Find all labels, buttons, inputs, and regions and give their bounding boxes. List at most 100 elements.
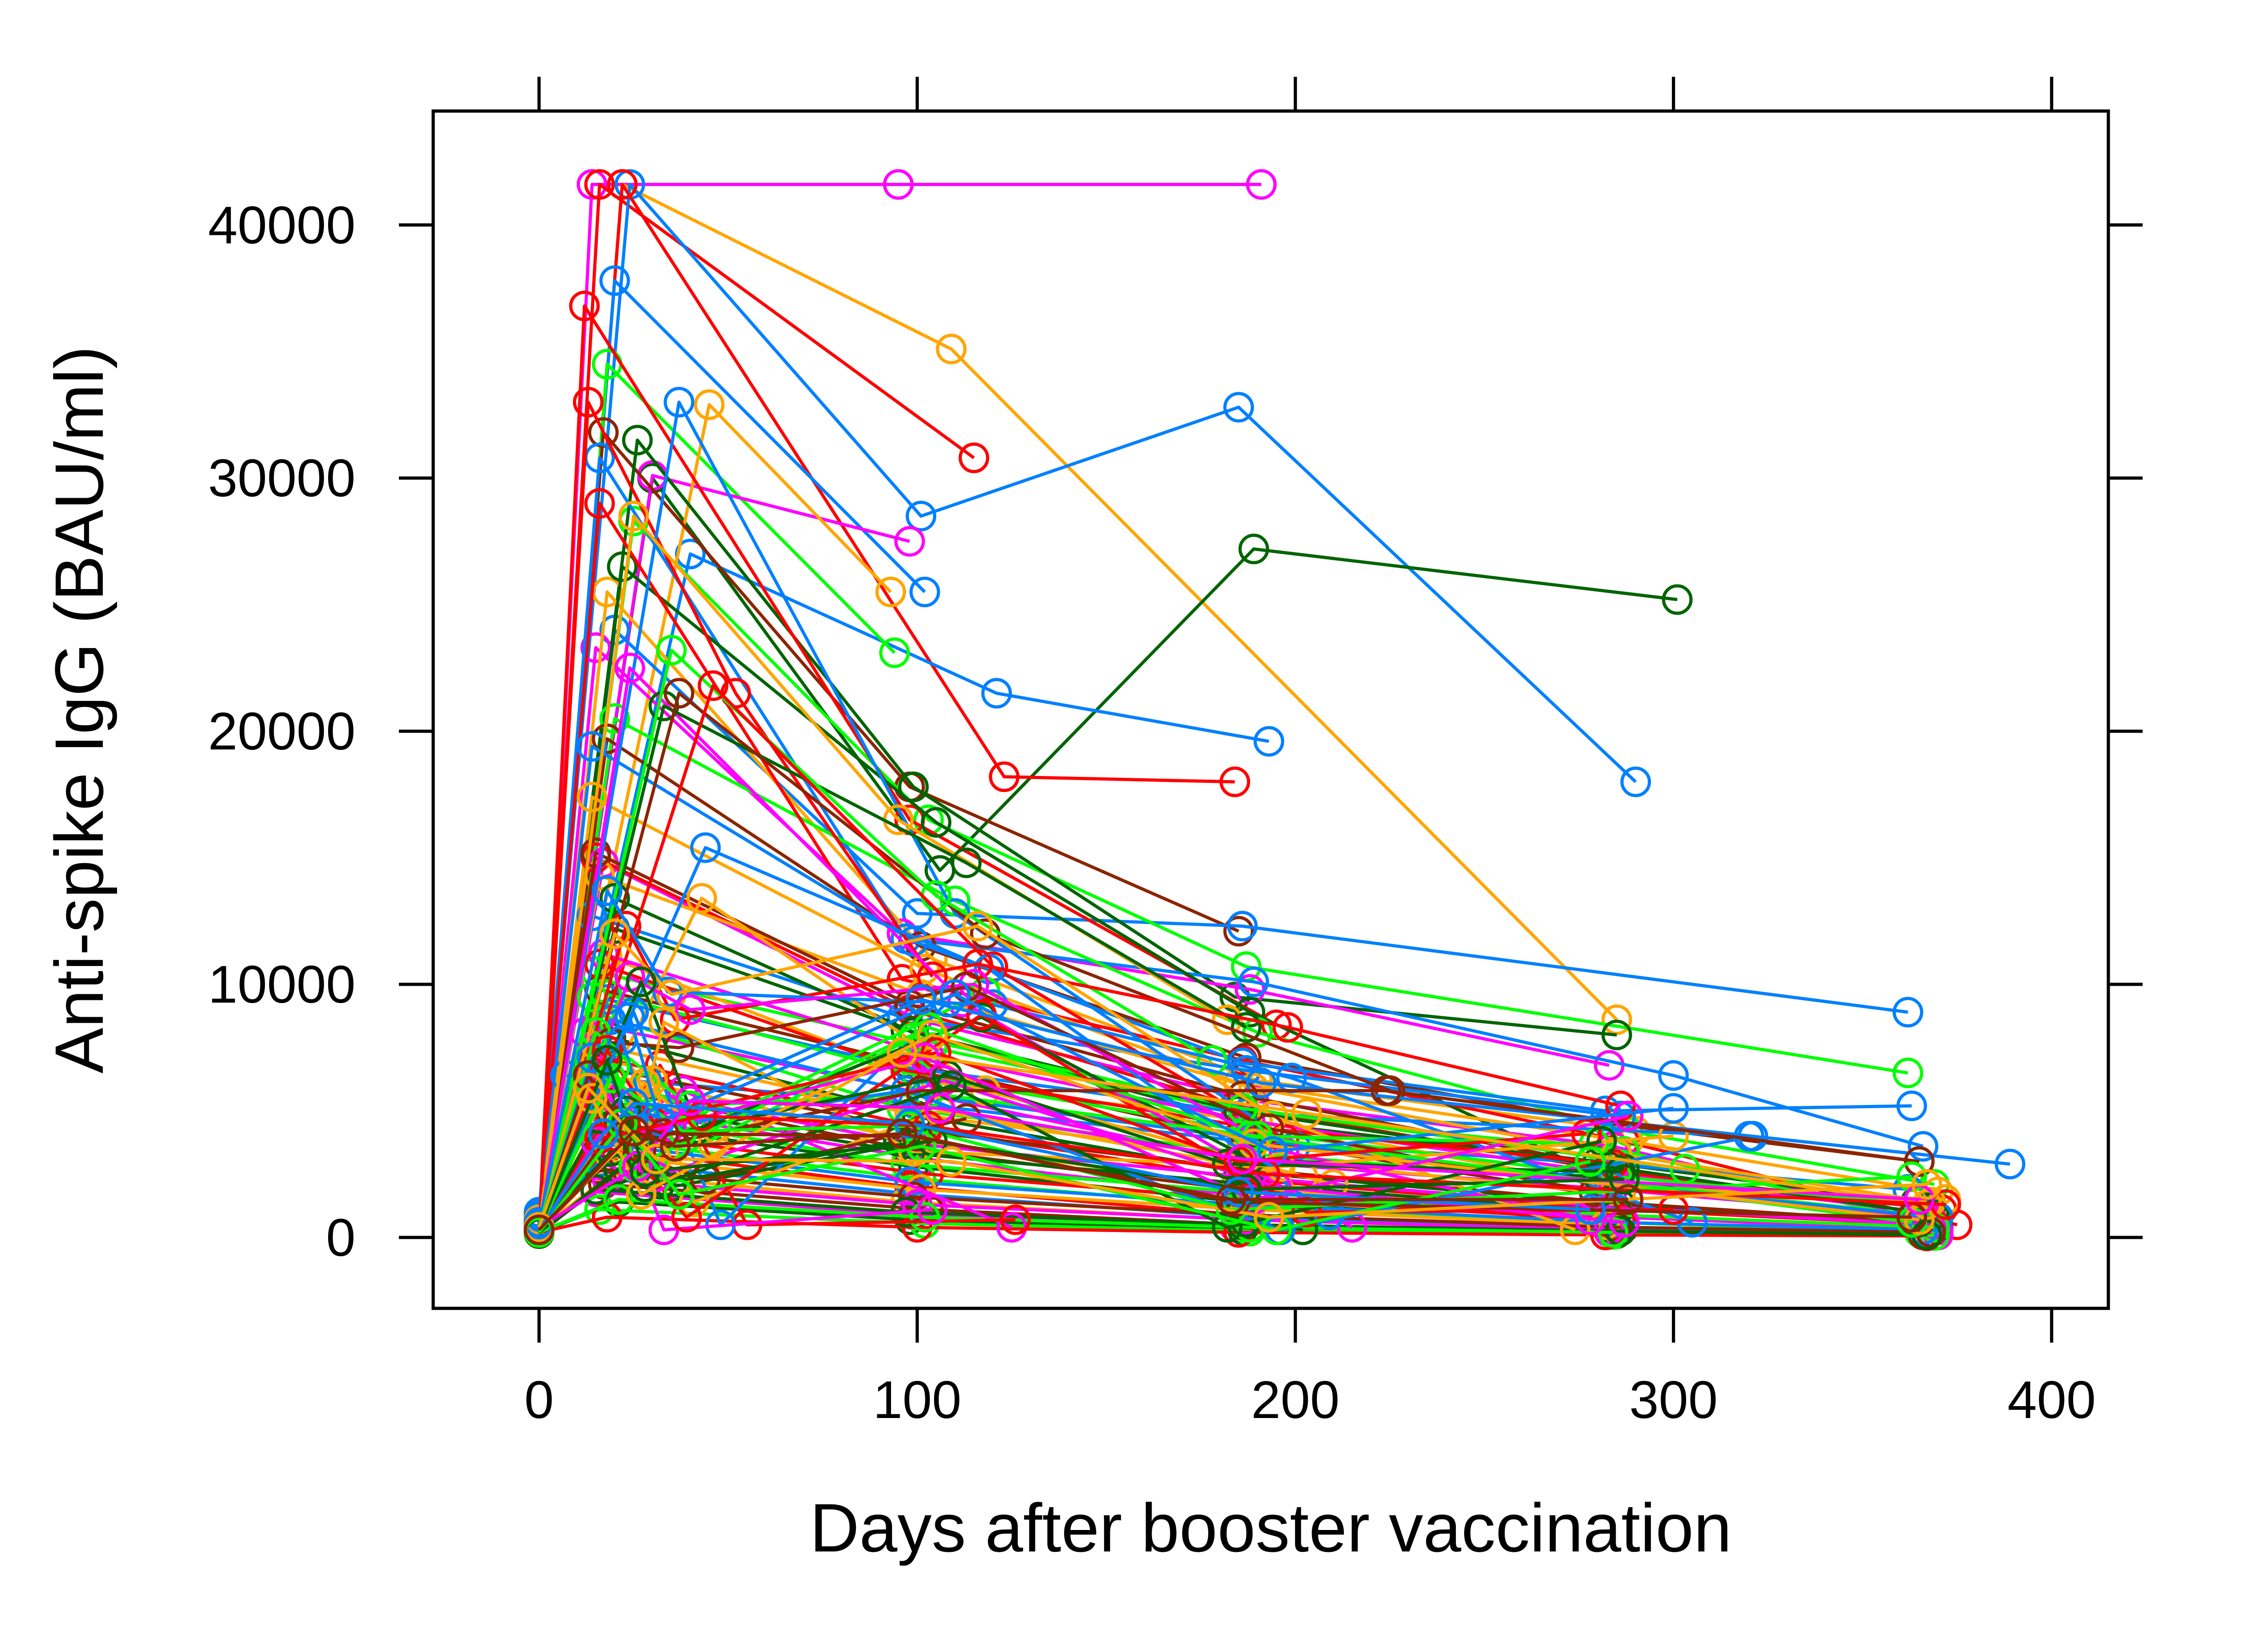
data-point — [599, 703, 630, 734]
x-axis-label: Days after booster vaccination — [810, 1489, 1732, 1566]
data-point — [1613, 1184, 1644, 1215]
data-point — [1212, 1004, 1243, 1035]
data-point — [894, 526, 925, 557]
data-point — [936, 334, 967, 365]
data-point — [1620, 766, 1651, 797]
data-point — [580, 632, 611, 663]
data-point — [573, 387, 604, 418]
series-line — [537, 183, 1637, 1215]
data-point — [618, 500, 649, 531]
data-point — [906, 500, 936, 531]
series-line — [537, 924, 1576, 1232]
series-s111 — [524, 979, 1689, 1243]
data-point — [1575, 1194, 1606, 1225]
data-point — [1000, 1204, 1031, 1235]
data-point — [1908, 1131, 1938, 1162]
data-point — [1227, 911, 1258, 942]
y-tick-label: 40000 — [208, 195, 356, 255]
data-point — [690, 832, 721, 863]
data-point — [958, 442, 989, 473]
data-point — [656, 635, 687, 666]
data-point — [1896, 1090, 1927, 1121]
data-point — [573, 1073, 604, 1104]
data-point — [1219, 766, 1250, 797]
data-point — [569, 291, 600, 321]
series-line — [537, 552, 1269, 1223]
data-point — [694, 389, 725, 420]
data-point — [1609, 1207, 1640, 1238]
data-point — [936, 1146, 967, 1177]
data-point — [675, 994, 706, 1025]
data-point — [1575, 1146, 1606, 1177]
data-point — [584, 1194, 615, 1225]
data-point — [894, 1108, 925, 1139]
x-tick-label: 100 — [873, 1370, 961, 1429]
data-point — [607, 169, 638, 200]
data-point — [1995, 1148, 2026, 1179]
data-point — [580, 837, 611, 868]
data-point — [524, 1214, 555, 1245]
data-point — [886, 1037, 918, 1068]
data-point — [1658, 1093, 1689, 1124]
data-point — [1609, 1164, 1640, 1195]
data-point — [1223, 392, 1254, 423]
data-point — [1235, 997, 1265, 1028]
data-point — [1605, 1090, 1636, 1121]
data-point — [1246, 1068, 1277, 1099]
series-line — [537, 648, 1213, 1228]
data-point — [1253, 726, 1284, 757]
series-line — [537, 1086, 1927, 1228]
data-point — [1212, 1148, 1243, 1179]
data-point — [875, 576, 906, 607]
data-point — [614, 653, 645, 684]
x-tick-label: 200 — [1251, 1370, 1340, 1429]
data-point — [675, 1085, 706, 1116]
series-line — [537, 400, 1296, 1225]
data-point — [1601, 1020, 1632, 1051]
series-s120 — [524, 1115, 1644, 1245]
data-point — [584, 488, 615, 519]
data-point — [917, 1194, 948, 1225]
data-point — [660, 1131, 691, 1162]
series-layer — [524, 169, 2026, 1252]
data-point — [898, 771, 929, 802]
data-point — [686, 883, 717, 914]
data-point — [981, 678, 1012, 709]
data-point — [599, 265, 630, 296]
series-line — [537, 1058, 1624, 1231]
data-point — [921, 807, 952, 838]
series-line — [537, 304, 1278, 1230]
data-point — [1223, 1176, 1254, 1207]
data-point — [1253, 1202, 1284, 1233]
series-line — [537, 1122, 1591, 1233]
x-tick-label: 400 — [2007, 1370, 2096, 1429]
series-line — [537, 1119, 1912, 1233]
series-line — [537, 565, 1931, 1223]
data-point — [917, 1020, 948, 1051]
data-point — [592, 875, 623, 906]
data-point — [1658, 1060, 1689, 1091]
data-point — [1223, 1146, 1254, 1177]
data-point — [599, 918, 630, 949]
data-point — [648, 1007, 679, 1038]
series-line — [538, 1198, 1613, 1234]
data-point — [1223, 916, 1254, 947]
series-line — [538, 1129, 1628, 1231]
data-point — [671, 1202, 702, 1233]
data-point — [603, 1184, 634, 1215]
data-point — [924, 1093, 955, 1124]
data-point — [909, 1202, 940, 1233]
x-tick-label: 0 — [524, 1370, 554, 1429]
data-point — [1291, 1098, 1322, 1129]
data-point — [697, 670, 728, 701]
series-line — [537, 456, 1924, 1212]
data-point — [618, 1115, 649, 1147]
data-point — [607, 551, 638, 582]
data-point — [648, 1214, 679, 1245]
data-point — [577, 731, 608, 762]
data-point — [1904, 1146, 1935, 1177]
data-point — [906, 984, 936, 1015]
plot-frame — [431, 109, 2110, 1310]
data-point — [1238, 967, 1269, 997]
